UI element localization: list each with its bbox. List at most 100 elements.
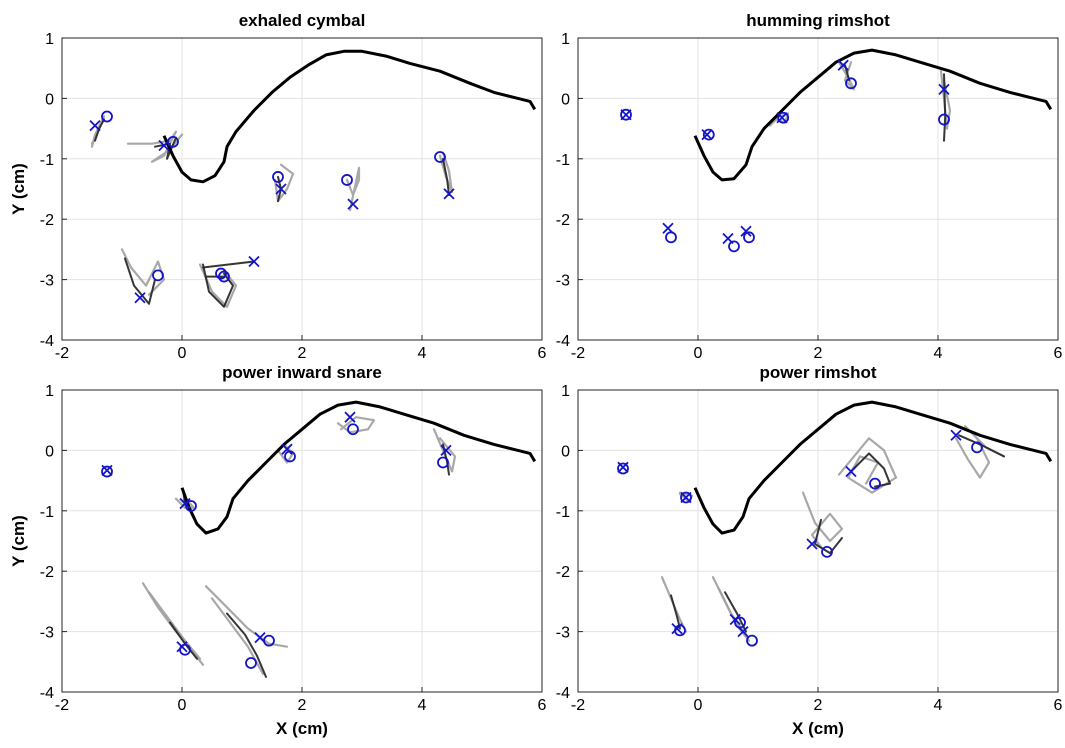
- end-marker: [179, 643, 191, 656]
- start-marker-stroke: [344, 411, 356, 423]
- trace-light: [120, 248, 166, 296]
- x-tick-label: 0: [694, 697, 703, 714]
- y-tick-label: -1: [556, 152, 570, 169]
- start-marker-stroke: [938, 83, 950, 95]
- start-marker: [344, 411, 356, 423]
- trace-dark: [202, 263, 234, 308]
- y-tick-label: -4: [556, 685, 570, 702]
- start-marker: [176, 641, 188, 653]
- x-tick-label: -2: [55, 345, 69, 362]
- trace-dark: [850, 452, 891, 488]
- end-marker: [284, 450, 296, 463]
- x-tick-label: 0: [178, 697, 187, 714]
- start-marker-stroke: [950, 429, 962, 441]
- x-tick-label: -2: [571, 345, 585, 362]
- end-marker: [101, 110, 113, 123]
- trace-light: [768, 112, 790, 127]
- y-tick-label: -3: [40, 625, 54, 642]
- end-marker: [743, 231, 755, 244]
- start-marker-stroke: [440, 444, 452, 457]
- end-marker: [101, 465, 113, 478]
- y-tick-label: 0: [45, 443, 54, 460]
- y-tick-label: -2: [40, 212, 54, 229]
- end-marker: [218, 270, 230, 283]
- start-marker-stroke: [722, 232, 734, 245]
- end-marker: [728, 240, 740, 253]
- x-tick-label: 6: [538, 697, 547, 714]
- x-tick-label: 2: [298, 697, 307, 714]
- y-tick-label: -4: [556, 333, 570, 350]
- y-tick-label: 1: [45, 31, 54, 48]
- end-marker: [674, 624, 686, 637]
- start-marker: [440, 444, 452, 457]
- end-marker: [702, 128, 715, 141]
- y-tick-label: -3: [40, 273, 54, 290]
- trace-light: [432, 428, 457, 473]
- start-marker-stroke: [837, 59, 849, 71]
- trace-dark: [226, 612, 267, 678]
- trace-dark: [958, 434, 1005, 458]
- start-marker: [275, 183, 287, 195]
- start-marker-stroke: [134, 292, 146, 304]
- start-marker-stroke: [443, 188, 455, 200]
- start-marker: [701, 129, 713, 141]
- start-marker-stroke: [281, 443, 293, 455]
- start-marker: [281, 443, 293, 455]
- trace-light: [345, 166, 361, 212]
- start-marker-stroke: [176, 641, 188, 653]
- palate-contour-line: [162, 49, 537, 184]
- end-marker: [167, 135, 179, 148]
- start-marker-stroke: [275, 183, 287, 195]
- end-marker: [938, 113, 950, 126]
- x-tick-label: 6: [538, 345, 547, 362]
- y-tick-label: -4: [40, 333, 54, 350]
- end-marker: [185, 500, 197, 512]
- x-tick-label: 4: [418, 697, 427, 714]
- y-tick-label: 1: [45, 383, 54, 400]
- y-axis-label: Y (cm): [9, 163, 28, 215]
- y-tick-label: 0: [561, 91, 570, 108]
- end-marker: [434, 151, 446, 163]
- start-marker: [950, 429, 962, 441]
- palate-contour-line: [693, 48, 1053, 182]
- panel-title: exhaled cymbal: [239, 11, 366, 30]
- trace-light: [954, 425, 1006, 479]
- panel-power-rimshot: -2 0 2 4 6 1 0 -1 -2 -3 -4 power rimshot X (cm): [556, 363, 1063, 738]
- end-marker: [215, 267, 227, 280]
- start-marker-stroke: [806, 538, 818, 550]
- end-marker: [341, 174, 353, 186]
- x-tick-label: 2: [814, 345, 823, 362]
- trace-dark: [442, 157, 450, 196]
- panel-exhaled-cymbal: -2 0 2 4 6 1 0 -1 -2 -3 -4 exhaled cymbal Y (cm): [9, 11, 547, 362]
- x-tick-label: -2: [55, 697, 69, 714]
- end-marker: [437, 456, 449, 469]
- end-marker: [869, 477, 881, 490]
- start-marker-stroke: [845, 465, 857, 478]
- y-tick-label: -2: [556, 564, 570, 581]
- x-tick-label: 0: [178, 345, 187, 362]
- start-marker: [740, 225, 752, 237]
- panel-title: humming rimshot: [746, 11, 890, 30]
- start-marker: [179, 497, 191, 510]
- end-marker: [665, 231, 677, 244]
- y-tick-label: 0: [561, 443, 570, 460]
- start-marker: [89, 119, 101, 132]
- y-axis-label: Y (cm): [9, 515, 28, 567]
- end-marker: [272, 171, 284, 183]
- trace-dark: [124, 257, 156, 305]
- start-marker: [837, 59, 849, 71]
- y-tick-label: -4: [40, 685, 54, 702]
- end-marker: [620, 108, 632, 121]
- start-marker-stroke: [701, 129, 713, 141]
- end-marker: [734, 616, 746, 629]
- y-tick-label: 1: [561, 31, 570, 48]
- x-tick-label: -2: [571, 697, 585, 714]
- start-marker-stroke: [248, 255, 260, 268]
- y-tick-label: 1: [561, 383, 570, 400]
- x-tick-label: 4: [418, 345, 427, 362]
- start-marker-stroke: [179, 497, 191, 510]
- x-tick-label: 4: [934, 697, 943, 714]
- end-marker: [746, 634, 758, 647]
- x-axis-label: X (cm): [276, 719, 328, 738]
